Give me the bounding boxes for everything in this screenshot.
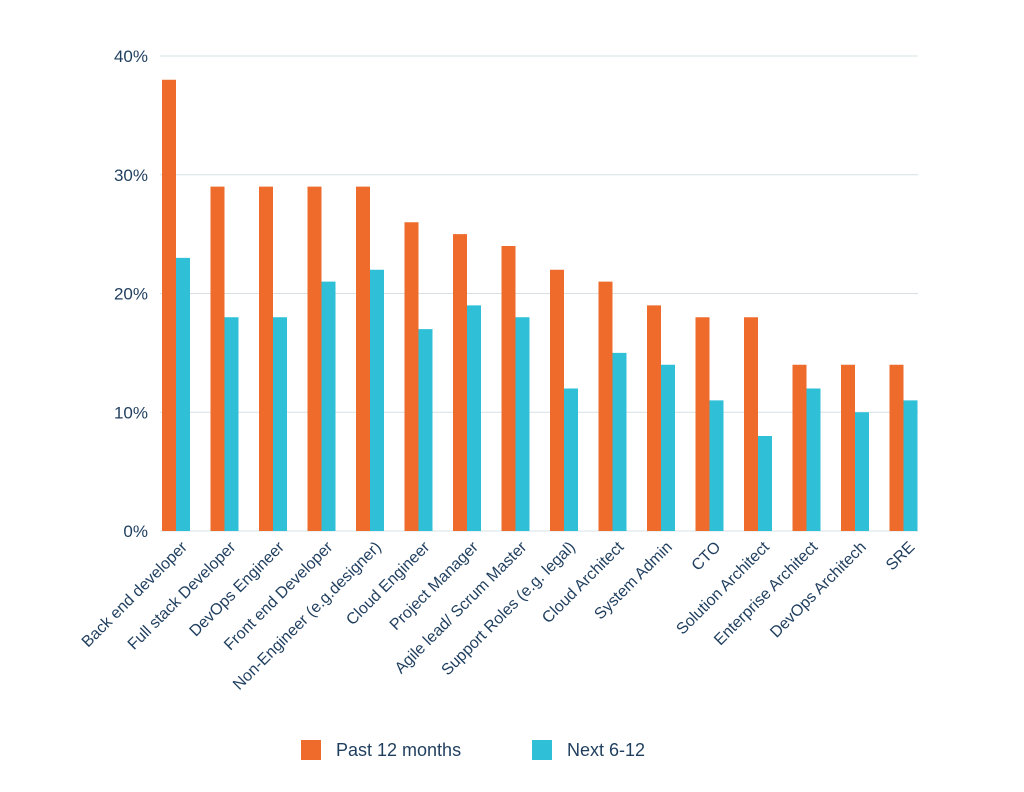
y-tick-label: 30% xyxy=(114,166,148,185)
bar-next-6-12 xyxy=(661,364,675,531)
y-tick-label: 10% xyxy=(114,403,148,422)
bar-next-6-12 xyxy=(273,317,287,531)
legend-swatch-next xyxy=(532,740,552,760)
legend-label-past: Past 12 months xyxy=(336,740,461,760)
y-axis-ticks: 0% 10% 20% 30% 40% xyxy=(114,47,148,541)
x-category-label: DevOps Architech xyxy=(767,539,870,642)
legend: Past 12 months Next 6-12 xyxy=(301,740,645,760)
bar-next-6-12 xyxy=(806,388,821,531)
bar-next-6-12 xyxy=(467,305,481,531)
x-category-label: Project Manager xyxy=(387,538,483,634)
x-category-label: CTO xyxy=(689,539,725,575)
bar-past-12-months xyxy=(162,79,176,531)
bar-past-12-months xyxy=(841,364,855,531)
bar-next-6-12 xyxy=(515,317,530,531)
x-category-label: Cloud Architect xyxy=(539,538,628,627)
bar-past-12-months xyxy=(647,305,661,531)
x-category-label: Cloud Engineer xyxy=(343,538,433,628)
bar-next-6-12 xyxy=(418,329,433,531)
bar-past-12-months xyxy=(792,364,807,531)
bar-next-6-12 xyxy=(224,317,239,531)
bar-past-12-months xyxy=(259,186,273,531)
bar-next-6-12 xyxy=(321,281,336,531)
bar-next-6-12 xyxy=(612,352,627,531)
y-tick-label: 0% xyxy=(123,522,148,541)
bar-past-12-months xyxy=(210,186,225,531)
bar-past-12-months xyxy=(307,186,322,531)
bar-past-12-months xyxy=(889,364,904,531)
bar-next-6-12 xyxy=(709,400,724,531)
bar-next-6-12 xyxy=(758,436,772,531)
y-tick-label: 20% xyxy=(114,285,148,304)
bar-past-12-months xyxy=(356,186,370,531)
bar-past-12-months xyxy=(501,246,516,531)
bar-next-6-12 xyxy=(564,388,578,531)
bar-next-6-12 xyxy=(176,257,190,531)
bar-next-6-12 xyxy=(855,412,869,531)
bar-past-12-months xyxy=(695,317,710,531)
bars xyxy=(162,79,918,531)
x-category-label: SRE xyxy=(883,539,918,574)
legend-swatch-past xyxy=(301,740,321,760)
bar-past-12-months xyxy=(744,317,758,531)
legend-label-next: Next 6-12 xyxy=(567,740,645,760)
x-category-label: Solution Architect xyxy=(673,538,773,638)
bar-past-12-months xyxy=(598,281,613,531)
bar-past-12-months xyxy=(453,234,467,531)
bar-past-12-months xyxy=(550,269,564,531)
bar-next-6-12 xyxy=(903,400,918,531)
bar-past-12-months xyxy=(404,222,419,531)
y-tick-label: 40% xyxy=(114,47,148,66)
bar-next-6-12 xyxy=(370,269,384,531)
